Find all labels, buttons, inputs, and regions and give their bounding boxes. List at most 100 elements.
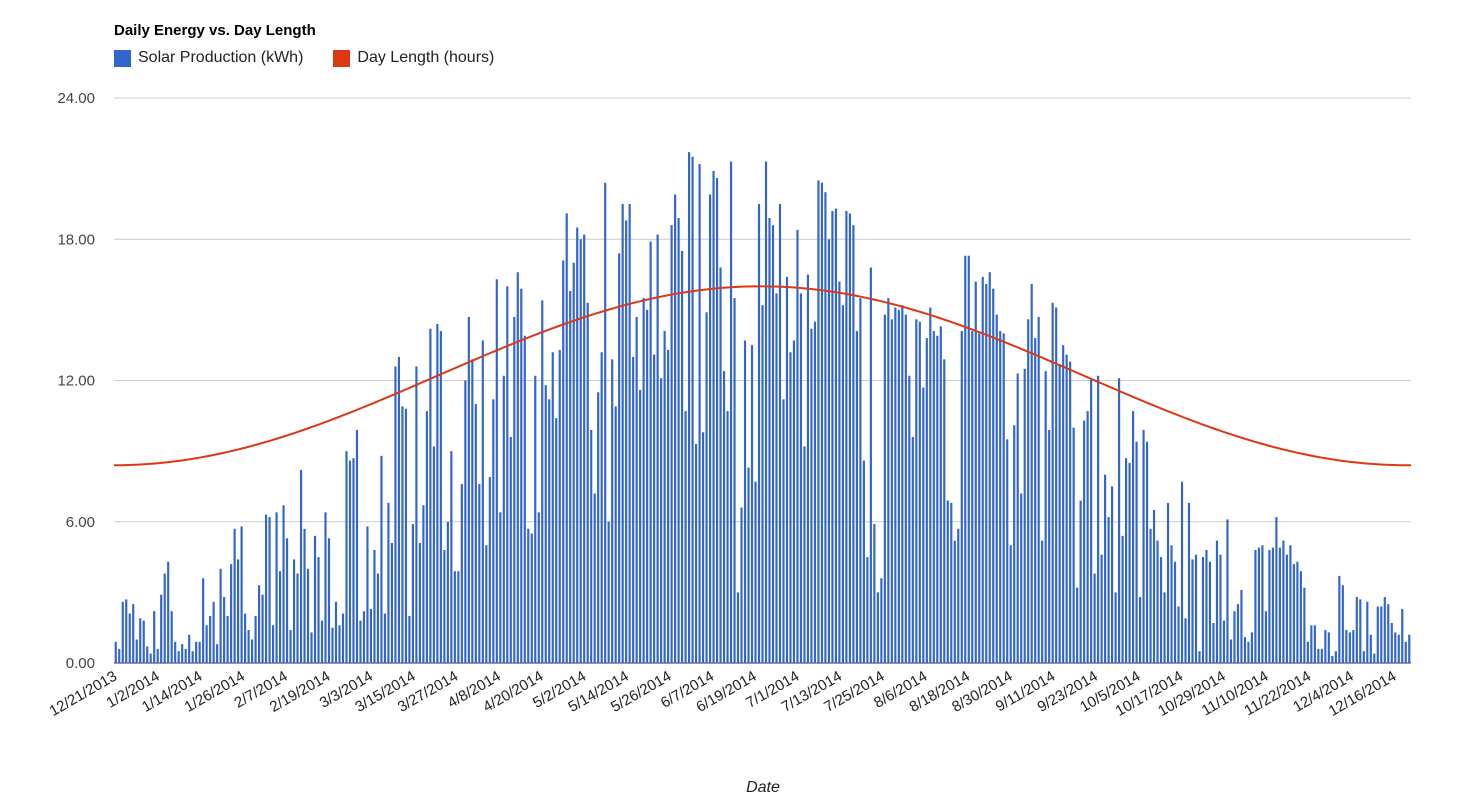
bar	[719, 267, 722, 663]
bar	[205, 625, 208, 663]
bar	[880, 578, 883, 663]
bar	[481, 340, 484, 663]
bar	[964, 255, 967, 664]
bar	[901, 305, 904, 663]
bar	[513, 316, 516, 663]
bar	[439, 331, 442, 663]
bar	[355, 429, 359, 663]
bar	[198, 641, 201, 663]
bar	[1215, 540, 1219, 663]
bar	[1083, 420, 1086, 663]
bar	[275, 512, 278, 663]
bar	[320, 620, 324, 664]
bar	[604, 182, 607, 663]
bar	[251, 639, 254, 663]
bar	[527, 528, 530, 663]
bar	[712, 170, 715, 664]
bar	[142, 620, 145, 664]
bar	[1111, 486, 1114, 663]
bar	[960, 331, 963, 663]
bar	[1373, 653, 1376, 663]
bar	[915, 319, 918, 663]
bar	[1170, 545, 1173, 663]
bar	[1055, 307, 1058, 663]
bar	[953, 540, 956, 663]
bar	[149, 653, 152, 663]
bar	[1219, 554, 1222, 663]
bar	[827, 239, 831, 663]
bar	[1327, 632, 1330, 663]
chart-title: Daily Energy vs. Day Length	[114, 22, 316, 39]
bar	[334, 601, 338, 663]
bar	[366, 526, 369, 663]
bar	[184, 648, 187, 664]
bar	[887, 298, 890, 663]
bar	[831, 211, 834, 663]
bar	[226, 615, 229, 663]
bar	[457, 571, 460, 663]
bar	[534, 375, 537, 663]
bar	[649, 241, 652, 663]
bar	[1131, 411, 1135, 663]
bar	[390, 542, 394, 663]
bar	[1006, 439, 1009, 663]
bar	[799, 293, 803, 663]
bar	[1250, 632, 1254, 663]
bar	[282, 505, 285, 663]
bar	[971, 331, 974, 663]
bar	[1240, 590, 1243, 663]
bar	[1254, 550, 1257, 663]
bar	[299, 469, 303, 663]
legend-item-day-length[interactable]: Day Length (hours)	[333, 49, 494, 67]
bar	[1275, 517, 1278, 663]
bar	[1114, 592, 1117, 664]
bar	[1331, 655, 1334, 663]
bar	[771, 225, 775, 664]
bar	[691, 156, 694, 663]
bar	[306, 568, 310, 663]
bar	[327, 538, 331, 663]
bar	[733, 298, 736, 663]
bar	[1261, 545, 1264, 663]
bar	[492, 399, 495, 663]
bar	[593, 493, 596, 663]
bar	[422, 505, 425, 663]
bar	[848, 213, 851, 663]
bar	[642, 298, 645, 663]
bar	[950, 502, 953, 663]
bar	[303, 528, 306, 663]
bar	[946, 500, 949, 663]
bar	[1394, 632, 1397, 663]
bar	[404, 408, 407, 663]
bar	[244, 613, 247, 663]
bar	[478, 484, 481, 663]
bar	[967, 255, 970, 664]
bar	[796, 229, 799, 663]
bar	[611, 359, 614, 663]
bar	[1156, 540, 1159, 663]
bar	[387, 502, 390, 663]
bar	[565, 213, 568, 663]
bar	[939, 326, 942, 663]
bar	[132, 604, 135, 663]
bar	[1310, 625, 1313, 663]
bar	[1345, 630, 1348, 663]
bar	[817, 180, 820, 663]
bar	[656, 234, 659, 664]
bar	[988, 272, 991, 663]
bar	[418, 542, 421, 663]
bar	[1142, 429, 1145, 663]
bar	[845, 211, 848, 663]
bar	[999, 331, 1002, 663]
legend-item-solar[interactable]: Solar Production (kWh)	[114, 49, 303, 67]
bar	[551, 352, 554, 663]
bar	[813, 321, 817, 663]
bar	[782, 399, 785, 663]
bar	[1369, 634, 1372, 663]
bar	[1408, 634, 1411, 663]
line-series-day-length	[113, 285, 1412, 467]
bar	[590, 429, 593, 663]
bar	[663, 331, 666, 663]
bar	[1163, 592, 1166, 664]
bar	[1303, 587, 1306, 663]
